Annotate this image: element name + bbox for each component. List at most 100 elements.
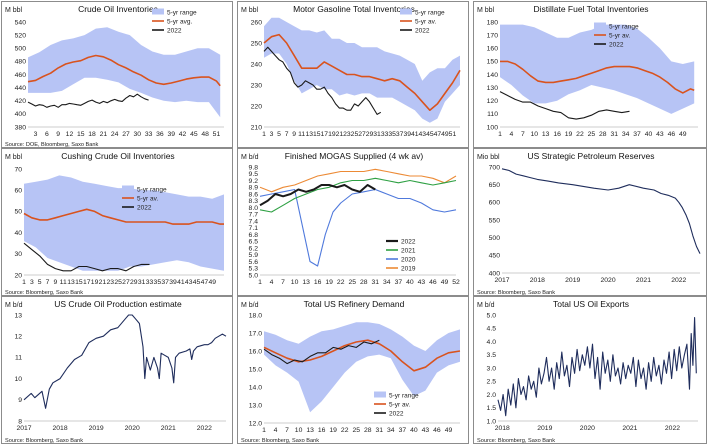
x-tick-label: 4 <box>274 427 278 434</box>
y-tick-label: 16.0 <box>249 348 262 355</box>
x-tick-label: 31 <box>373 131 381 138</box>
x-tick-label: 46 <box>668 131 676 138</box>
range-band <box>264 17 460 123</box>
chart-title: Crude Oil Inventories <box>78 4 158 14</box>
oil-exports-panel: Total US Oil Exports M b/d 1.0 1.5 2.0 2.5 3.0… <box>473 296 707 444</box>
y-tick-label: 8.3 <box>249 198 259 205</box>
y-tick-label: 120 <box>487 98 499 105</box>
distillate-fuel-inventories-chart: Distillate Fuel Total Inventories M bbl 10… <box>477 4 698 138</box>
y-tick-label: 460 <box>15 72 27 79</box>
y-tick-label: 3.5 <box>487 352 497 359</box>
x-tick-label: 31 <box>376 427 384 434</box>
y-tick-label: 18.0 <box>249 312 262 319</box>
y-tick-label: 540 <box>15 19 27 26</box>
x-tick-label: 39 <box>169 279 177 286</box>
y-tick-label: 7.7 <box>249 212 259 219</box>
x-tick-label: 17 <box>321 131 329 138</box>
x-tick-label: 2017 <box>16 425 31 432</box>
x-tick-label: 3 <box>270 131 274 138</box>
x-tick-label: 11 <box>60 279 67 286</box>
chart-title: US Crude Oil Production estimate <box>54 299 182 309</box>
x-tick-label: 19 <box>328 131 336 138</box>
x-tick-label: 2021 <box>622 425 637 432</box>
y-tick-label: 100 <box>487 124 499 131</box>
y-tick-label: 5.9 <box>249 252 259 259</box>
x-tick-label: 37 <box>395 279 403 286</box>
x-tick-label: 3 <box>30 279 34 286</box>
y-tick-label: 9 <box>18 397 22 404</box>
x-tick-label: 27 <box>122 131 130 138</box>
cushing-crude-inventories-chart: Cushing Crude Oil Inventories M bbl 20 30 40… <box>5 151 224 295</box>
unit-label: M bbl <box>5 154 23 161</box>
x-tick-label: 45 <box>193 279 201 286</box>
legend-entry: 5-yr av. <box>609 32 630 39</box>
y-tick-label: 550 <box>489 217 501 224</box>
y-tick-label: 520 <box>15 32 27 39</box>
y-tick-label: 140 <box>487 72 499 79</box>
legend-entry: 5-yr av. <box>137 195 158 202</box>
legend-entry: 2022 <box>137 204 152 211</box>
legend-entry: 5-yr av. <box>415 18 436 25</box>
legend-entry: 2020 <box>401 256 416 263</box>
y-tick-label: 3.0 <box>487 365 497 372</box>
x-tick-label: 22 <box>341 427 349 434</box>
legend-entry: 2022 <box>415 27 430 34</box>
x-tick-label: 2018 <box>530 277 545 284</box>
x-tick-label: 28 <box>360 279 368 286</box>
x-tick-label: 25 <box>114 279 122 286</box>
source-note: Source: Bloomberg, Saxo Bank <box>5 438 83 444</box>
series-line-2022 <box>27 93 149 108</box>
x-tick-label: 29 <box>366 131 374 138</box>
crude-oil-inventories-panel: Crude Oil Inventories M bbl 380 400 420 440 46… <box>1 1 233 148</box>
x-tick-label: 5 <box>277 131 281 138</box>
y-tick-label: 260 <box>251 19 263 26</box>
y-tick-label: 650 <box>489 182 501 189</box>
y-tick-label: 8 <box>18 418 22 425</box>
x-tick-label: 13 <box>302 279 310 286</box>
series-line-production <box>23 314 227 409</box>
y-tick-label: 15.0 <box>249 366 262 373</box>
y-tick-label: 600 <box>489 200 501 207</box>
x-tick-label: 43 <box>422 427 430 434</box>
y-tick-label: 4.0 <box>487 339 497 346</box>
y-tick-label: 12 <box>14 334 22 341</box>
x-tick-label: 13 <box>306 427 314 434</box>
x-tick-label: 19 <box>329 427 337 434</box>
finished-mogas-supplied-chart: Finished MOGAS Supplied (4 wk av) M b/d 5.… <box>241 151 460 286</box>
y-tick-label: 12.0 <box>249 420 262 427</box>
x-tick-label: 2021 <box>161 425 176 432</box>
unit-label: M bbl <box>477 7 495 14</box>
y-tick-label: 8.9 <box>249 185 259 192</box>
legend-entry: 2022 <box>389 410 404 417</box>
series-line-2019 <box>259 168 457 193</box>
x-tick-label: 13 <box>542 131 550 138</box>
x-tick-label: 22 <box>576 131 584 138</box>
x-tick-label: 35 <box>154 279 162 286</box>
x-tick-label: 49 <box>441 131 449 138</box>
source-note: Source: DOE, Bloomberg, Saxo Bank <box>5 142 98 148</box>
y-tick-label: 9.2 <box>249 178 259 185</box>
x-tick-label: 47 <box>434 131 442 138</box>
refinery-demand-chart: Total US Refinery Demand M b/d 12.0 13.0 14.… <box>241 299 461 444</box>
y-tick-label: 17.0 <box>249 330 262 337</box>
unit-label: M b/d <box>241 302 259 309</box>
x-tick-label: 4 <box>270 279 274 286</box>
y-tick-label: 7.4 <box>249 218 259 225</box>
x-tick-label: 2018 <box>495 425 510 432</box>
x-tick-label: 46 <box>433 427 441 434</box>
y-tick-label: 400 <box>489 270 501 277</box>
x-tick-label: 42 <box>179 131 187 138</box>
y-tick-label: 13.0 <box>249 402 262 409</box>
x-tick-label: 37 <box>633 131 641 138</box>
y-tick-label: 8.0 <box>249 205 259 212</box>
x-tick-label: 34 <box>383 279 391 286</box>
source-note: Source: Bloomberg, Saxo Bank <box>241 438 319 444</box>
y-tick-label: 10 <box>14 376 22 383</box>
x-tick-label: 1 <box>498 131 502 138</box>
y-tick-label: 440 <box>15 85 27 92</box>
x-tick-label: 25 <box>351 131 359 138</box>
x-tick-label: 1 <box>258 279 262 286</box>
series-line-exports <box>497 317 697 417</box>
x-tick-label: 6 <box>45 131 49 138</box>
x-tick-label: 28 <box>599 131 607 138</box>
